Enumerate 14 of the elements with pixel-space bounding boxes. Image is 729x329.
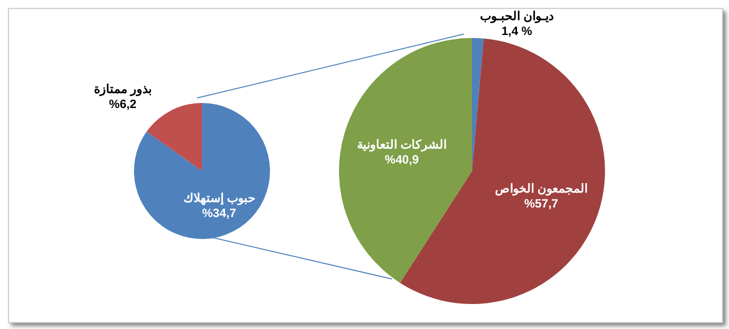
- pie-slice: [134, 103, 270, 239]
- slice-label: الشركات التعاونية: [357, 137, 446, 152]
- data-label: %57,7: [524, 196, 559, 211]
- slice-label: حبوب إستهلاك: [183, 191, 255, 206]
- pie-slice: [339, 38, 472, 283]
- data-label: %34,7: [202, 206, 236, 220]
- pie-slice: [472, 38, 484, 171]
- slice-label: المجمعون الخواص: [495, 182, 588, 197]
- data-label: 1,4 %: [501, 24, 532, 38]
- data-label: %6,2: [109, 97, 137, 112]
- slice-label: ديـوان الحبـوب: [480, 9, 554, 24]
- pie-slice: [146, 103, 202, 171]
- slice-label: بذور ممتازة: [94, 82, 152, 98]
- data-label: %40,9: [384, 152, 420, 166]
